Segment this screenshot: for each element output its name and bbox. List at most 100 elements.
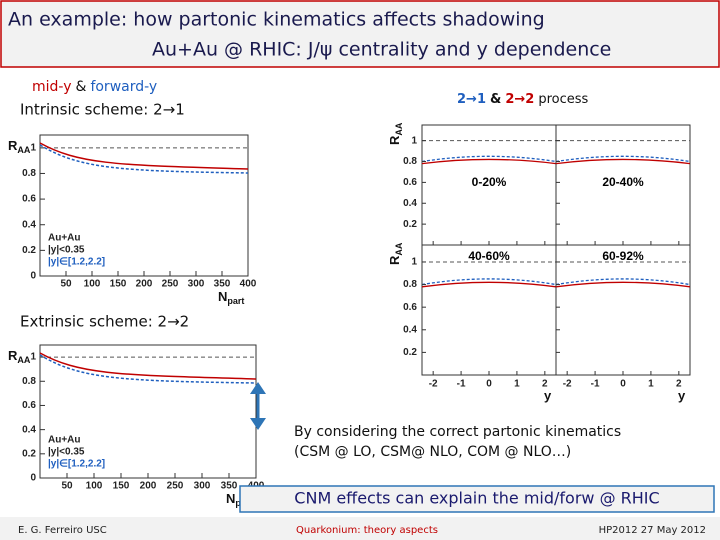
- x-tick-label: -2: [429, 379, 438, 390]
- mid-y: mid-y: [32, 79, 72, 95]
- x-tick-label: 50: [61, 481, 73, 492]
- x-tick-label: 200: [136, 279, 153, 290]
- process-b: 2→2: [505, 92, 534, 107]
- axis-title-sub: AA: [17, 145, 30, 155]
- panel-label: 20-40%: [602, 175, 644, 189]
- x-tick-label: 100: [84, 279, 101, 290]
- x-tick-label: 350: [221, 481, 238, 492]
- footer-author: E. G. Ferreiro USC: [18, 525, 107, 536]
- centrality-plot: 5010015020025030035040000.20.40.60.81RAA…: [8, 344, 265, 508]
- axis-title: y: [678, 388, 686, 403]
- axis-title-main: R: [8, 348, 18, 363]
- conclusion-box: [239, 485, 715, 513]
- model-curve: [555, 278, 691, 286]
- amp: &: [76, 79, 87, 95]
- panel-frame: [421, 244, 557, 376]
- x-tick-label: 350: [214, 279, 231, 290]
- y-tick-label: 0.6: [403, 302, 417, 313]
- model-curve: [555, 158, 691, 165]
- x-tick-label: 250: [162, 279, 179, 290]
- model-curve: [39, 142, 249, 170]
- title-box: [0, 0, 720, 68]
- footer-event: HP2012 27 May 2012: [599, 525, 706, 536]
- x-tick-label: 200: [140, 481, 157, 492]
- x-tick-label: 150: [110, 279, 127, 290]
- x-tick-label: 100: [86, 481, 103, 492]
- model-curve: [39, 144, 249, 174]
- axis-title-main: y: [678, 388, 686, 403]
- y-tick-label: 0.8: [403, 279, 417, 290]
- process-a: 2→1: [457, 92, 486, 107]
- y-tick-label: 0.4: [403, 198, 417, 209]
- x-tick-label: 2: [676, 379, 682, 390]
- y-tick-label: 0.2: [403, 219, 417, 230]
- axis-title-main: N: [218, 289, 227, 304]
- y-tick-label: 1: [30, 142, 36, 153]
- axis-title-sub: part: [227, 296, 244, 306]
- axis-title: y: [544, 388, 552, 403]
- model-curve: [555, 281, 691, 288]
- conclusion: CNM effects can explain the mid/forw @ R…: [294, 489, 659, 508]
- x-tick-label: 300: [188, 279, 205, 290]
- note-line: By considering the correct partonic kine…: [294, 424, 621, 440]
- y-tick-label: 1: [411, 257, 417, 268]
- panel-label: 60-92%: [602, 249, 644, 263]
- x-tick-label: 150: [113, 481, 130, 492]
- axis-title: RAA: [8, 138, 31, 155]
- y-tick-label: 0.6: [22, 194, 36, 205]
- y-tick-label: 0: [30, 473, 36, 484]
- title-line: Au+Au @ RHIC: J/ψ centrality and y depen…: [152, 39, 611, 61]
- x-tick-label: 1: [514, 379, 520, 390]
- y-tick-label: 0.4: [403, 324, 417, 335]
- axis-title-main: N: [226, 491, 235, 506]
- axis-title-sub: AA: [394, 122, 404, 135]
- x-tick-label: 50: [60, 279, 72, 290]
- legend-entry: Au+Au: [48, 233, 81, 244]
- amp: &: [490, 92, 501, 107]
- panel-frame: [555, 244, 691, 376]
- note-line: (CSM @ LO, CSM@ NLO, COM @ NLO…): [294, 444, 571, 460]
- footer-bar: [0, 517, 720, 540]
- x-tick-label: -1: [457, 379, 466, 390]
- axis-title: RAA: [8, 348, 31, 365]
- figures: 50 100 150 200 250 300 350 40000.20.40.60.81RAA…: [8, 122, 691, 508]
- x-tick-label: 300: [194, 481, 211, 492]
- axis-title-main: y: [544, 388, 552, 403]
- axis-title-main: R: [8, 138, 18, 153]
- y-tick-label: 0.6: [403, 177, 417, 188]
- legend-entry: |y|<0.35: [48, 447, 85, 458]
- model-curve: [421, 155, 557, 163]
- y-tick-label: 0: [30, 271, 36, 282]
- model-curve: [421, 278, 557, 286]
- panel-label: 0-20%: [472, 175, 507, 189]
- scheme-caption: mid-y & forward-y: [32, 79, 157, 95]
- footer-topic: Quarkonium: theory aspects: [296, 525, 438, 536]
- axis-title-main: R: [387, 135, 402, 145]
- y-tick-label: 0.8: [22, 376, 36, 387]
- y-tick-label: 0.2: [22, 245, 36, 256]
- axis-title: RAA: [387, 242, 404, 265]
- extrinsic-label: Extrinsic scheme: 2→2: [20, 313, 189, 331]
- y-tick-label: 0.2: [403, 347, 417, 358]
- legend-entry: Au+Au: [48, 435, 81, 446]
- axis-title: RAA: [387, 122, 404, 145]
- process-word: process: [538, 92, 588, 107]
- model-curve: [421, 281, 557, 288]
- panel-label: 40-60%: [468, 249, 510, 263]
- y-tick-label: 0.6: [22, 400, 36, 411]
- y-tick-label: 1: [411, 135, 417, 146]
- x-tick-label: 2: [542, 379, 548, 390]
- axis-title: Npart: [218, 289, 244, 306]
- model-curve: [39, 352, 257, 380]
- title-line: An example: how partonic kinematics affe…: [8, 9, 545, 31]
- model-curve: [555, 155, 691, 163]
- model-curve: [421, 158, 557, 165]
- y-tick-label: 0.4: [22, 219, 36, 230]
- forward-y: forward-y: [90, 79, 157, 95]
- legend-entry: |y|<0.35: [48, 245, 85, 256]
- x-tick-label: 0: [620, 379, 626, 390]
- x-tick-label: 400: [240, 279, 257, 290]
- legend-entry: |y|∈[1.2,2.2]: [48, 257, 105, 268]
